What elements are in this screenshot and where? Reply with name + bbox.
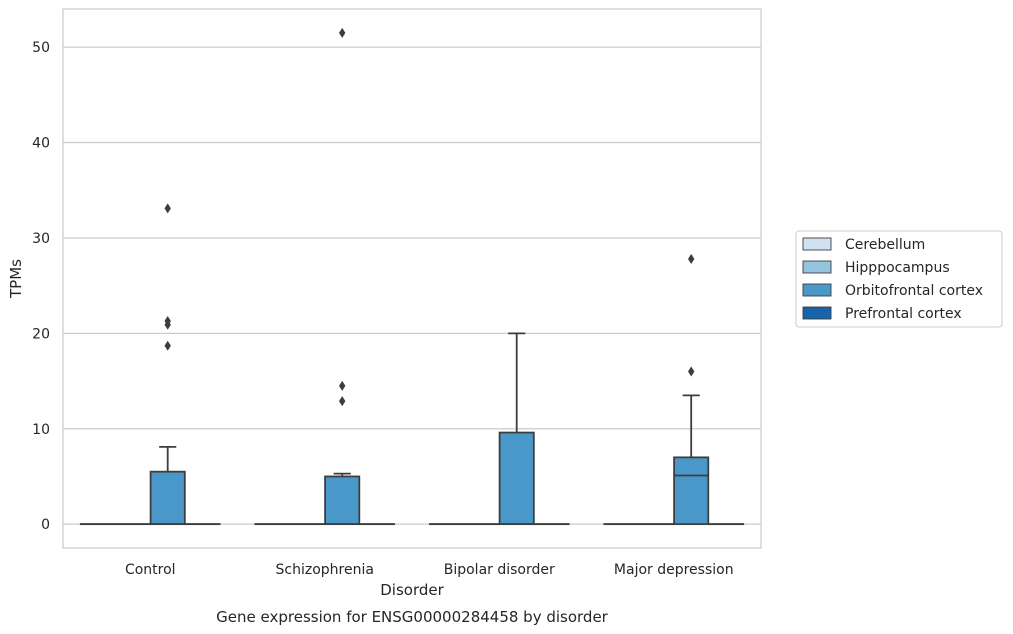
x-axis-ticks: Control Schizophrenia Bipolar disorder Majo… <box>125 562 734 578</box>
box <box>498 431 535 526</box>
legend-swatch <box>802 306 832 320</box>
y-tick-label: 0 <box>41 517 50 533</box>
y-tick-label: 10 <box>32 422 50 438</box>
legend-frame <box>795 230 1003 328</box>
outlier-point <box>339 396 346 407</box>
outlier-point <box>164 319 171 330</box>
box <box>149 470 186 526</box>
x-axis-label: Disorder <box>380 581 444 599</box>
outlier-point <box>688 366 695 377</box>
outlier-point <box>339 27 346 38</box>
outlier-point <box>339 380 346 391</box>
legend-swatch <box>802 237 832 251</box>
y-tick-label: 40 <box>32 136 50 152</box>
y-axis-ticks: 0 10 20 30 40 50 <box>32 40 50 533</box>
outlier-point <box>164 203 171 214</box>
box <box>673 456 710 526</box>
box <box>324 475 361 526</box>
box-plots <box>79 27 745 526</box>
legend: Cerebellum Hipppocampus Orbitofrontal cort… <box>795 230 1003 328</box>
box-plot <box>498 332 535 526</box>
x-tick-label: Schizophrenia <box>276 562 374 578</box>
box-plot <box>673 253 710 526</box>
outlier-point <box>164 340 171 351</box>
box-plot <box>149 203 186 526</box>
x-tick-label: Control <box>125 562 176 578</box>
box-plot <box>324 27 361 526</box>
outlier-point <box>688 253 695 264</box>
plot-frame <box>62 8 762 549</box>
legend-swatch <box>802 283 832 297</box>
legend-label: Hipppocampus <box>845 260 950 276</box>
y-axis-label: TPMs <box>7 259 25 299</box>
legend-label: Orbitofrontal cortex <box>845 283 983 299</box>
y-tick-label: 20 <box>32 326 50 342</box>
x-tick-label: Major depression <box>614 562 734 578</box>
legend-label: Cerebellum <box>845 237 925 253</box>
y-tick-label: 50 <box>32 40 50 56</box>
legend-swatch <box>802 260 832 274</box>
chart-title: Gene expression for ENSG00000284458 by d… <box>216 608 609 626</box>
x-tick-label: Bipolar disorder <box>444 562 555 578</box>
legend-label: Prefrontal cortex <box>845 306 962 322</box>
y-tick-label: 30 <box>32 231 50 247</box>
